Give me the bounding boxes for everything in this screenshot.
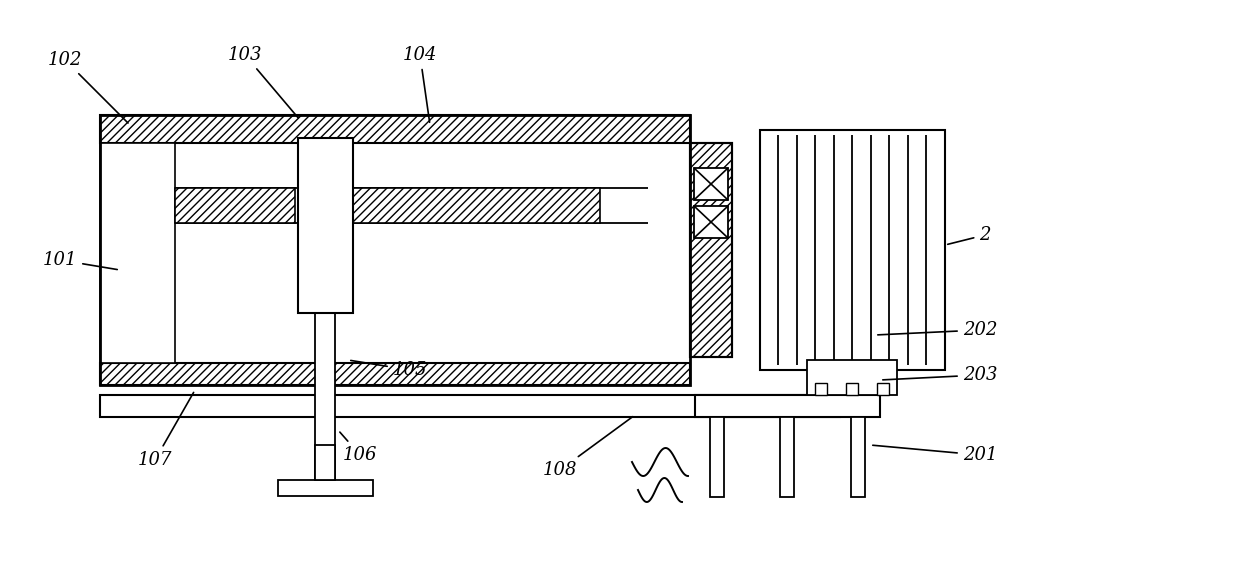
Text: 202: 202 xyxy=(878,321,997,339)
Text: 103: 103 xyxy=(228,46,298,118)
Text: 2: 2 xyxy=(947,226,991,244)
Text: 201: 201 xyxy=(873,445,997,464)
Bar xyxy=(689,143,732,357)
Bar xyxy=(100,115,689,385)
Bar xyxy=(877,383,889,395)
Text: 104: 104 xyxy=(403,46,438,122)
Bar xyxy=(694,206,728,238)
Bar xyxy=(315,445,335,480)
Text: 102: 102 xyxy=(48,51,128,123)
Text: 105: 105 xyxy=(351,361,428,379)
Text: 203: 203 xyxy=(883,366,997,384)
Bar xyxy=(833,370,870,395)
Bar xyxy=(100,143,175,363)
Bar xyxy=(807,360,897,395)
Bar xyxy=(851,417,866,497)
Bar xyxy=(694,395,880,417)
Bar xyxy=(846,383,858,395)
Bar xyxy=(100,395,839,417)
Text: 107: 107 xyxy=(138,392,193,469)
Text: 106: 106 xyxy=(340,432,377,464)
Bar xyxy=(100,115,689,143)
Bar xyxy=(694,168,728,200)
Bar xyxy=(689,143,732,357)
Bar xyxy=(780,417,794,497)
Bar xyxy=(815,383,827,395)
Text: 108: 108 xyxy=(543,417,632,479)
Bar xyxy=(278,480,373,496)
Text: 101: 101 xyxy=(42,251,118,270)
Bar xyxy=(315,313,335,480)
Bar xyxy=(350,188,600,223)
Bar xyxy=(760,130,945,370)
Bar xyxy=(298,138,353,313)
Bar xyxy=(711,417,724,497)
Bar xyxy=(175,188,295,223)
Bar xyxy=(100,363,689,385)
